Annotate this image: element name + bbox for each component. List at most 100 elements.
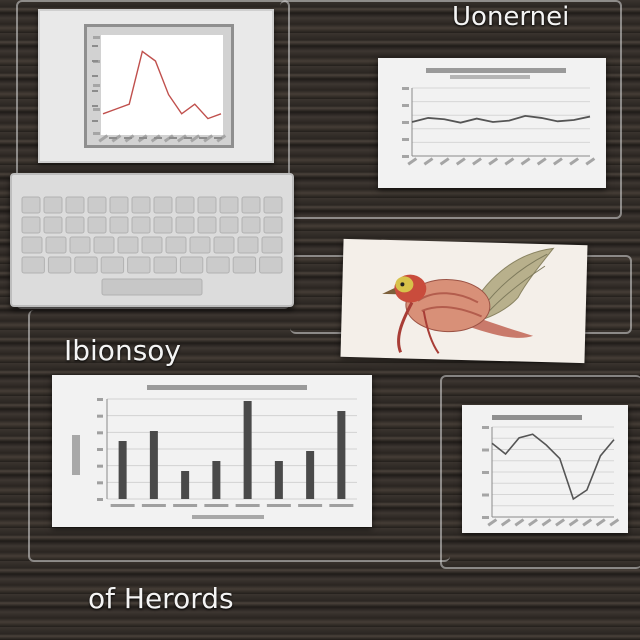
x-tick-label-blur xyxy=(109,137,117,139)
x-tick-label-blur xyxy=(487,518,498,527)
keyboard-key xyxy=(241,216,261,234)
x-tick-label-blur xyxy=(569,157,580,166)
x-tick-label-blur xyxy=(235,504,260,507)
y-tick-label-blur xyxy=(92,75,98,77)
y-tick-label-blur xyxy=(93,36,100,39)
bar xyxy=(149,431,158,499)
keyboard-key xyxy=(219,196,239,214)
keyboard-key xyxy=(197,196,217,214)
bird-illustration xyxy=(382,247,555,354)
bar xyxy=(306,451,315,499)
x-tick-label-blur xyxy=(199,137,207,139)
keyboard-key xyxy=(232,256,257,274)
keyboard-key xyxy=(100,256,125,274)
keyboard-keys xyxy=(21,196,283,296)
y-axis-label-blur xyxy=(72,435,80,475)
y-tick-label-blur xyxy=(482,493,489,497)
y-tick-label-blur xyxy=(93,132,100,135)
chart-title-blur xyxy=(426,68,566,73)
x-tick-label-blur xyxy=(514,518,525,527)
keyboard-key xyxy=(69,236,91,254)
line-chart-card-bottom xyxy=(462,405,628,533)
y-tick-label-blur xyxy=(92,60,98,62)
keyboard-key xyxy=(131,196,151,214)
keyboard-key xyxy=(165,236,187,254)
keyboard-key xyxy=(141,236,163,254)
chart-title-blur xyxy=(492,415,582,420)
y-tick-label-blur xyxy=(93,84,100,87)
y-tick-label-blur xyxy=(402,87,409,90)
bar xyxy=(212,461,221,499)
keyboard-key xyxy=(153,256,177,274)
x-tick-label-blur xyxy=(98,134,109,143)
laptop-screen xyxy=(38,9,274,163)
label-bottom-left: of Herords xyxy=(88,582,234,615)
x-tick-label-blur xyxy=(169,137,177,139)
y-tick-label-blur xyxy=(402,138,409,141)
keyboard-key xyxy=(87,216,107,234)
y-tick-label-blur xyxy=(482,448,489,452)
y-tick-label-blur xyxy=(93,108,100,111)
y-tick-label-blur xyxy=(97,481,103,485)
x-tick-label-blur xyxy=(536,157,547,166)
keyboard-key xyxy=(219,216,239,234)
x-tick-label-blur xyxy=(176,134,187,143)
y-tick-label-blur xyxy=(482,426,489,429)
line-chart-top xyxy=(402,68,596,166)
x-tick-label-blur xyxy=(455,157,466,166)
bar xyxy=(118,441,127,499)
y-tick-label-blur xyxy=(482,516,489,519)
keyboard-key xyxy=(21,216,41,234)
keyboard-key xyxy=(153,216,173,234)
keyboard-key xyxy=(241,196,261,214)
top-line-series xyxy=(411,114,591,124)
x-tick-label-blur xyxy=(203,134,214,143)
keyboard-key xyxy=(21,196,41,214)
x-tick-label-blur xyxy=(472,157,482,166)
y-tick-label-blur xyxy=(97,448,103,451)
bird-beak xyxy=(382,288,397,295)
keyboard-key xyxy=(263,196,283,214)
x-tick-label-blur xyxy=(439,157,450,166)
x-tick-label-blur xyxy=(184,137,192,139)
bar xyxy=(337,411,346,499)
keyboard-key xyxy=(175,196,195,214)
x-tick-label-blur xyxy=(504,157,515,166)
x-tick-label-blur xyxy=(555,518,566,527)
x-tick-label-blur xyxy=(527,518,538,527)
x-tick-label-blur xyxy=(407,157,418,166)
x-tick-label-blur xyxy=(488,157,499,166)
monitor-line-chart xyxy=(87,27,231,145)
bar xyxy=(243,401,252,499)
connector-wire-bottom xyxy=(28,310,450,562)
y-tick-label-blur xyxy=(402,121,409,124)
keyboard-key xyxy=(47,256,72,274)
x-tick-label-blur xyxy=(139,137,147,139)
x-tick-label-blur xyxy=(568,518,579,527)
keyboard-key xyxy=(74,256,98,274)
keyboard-key xyxy=(259,256,283,274)
x-tick-label-blur xyxy=(552,157,563,166)
keyboard-key xyxy=(117,236,139,254)
bar xyxy=(181,471,190,499)
x-tick-label-blur xyxy=(163,134,174,143)
keyboard-key xyxy=(65,216,85,234)
y-tick-label-blur xyxy=(97,398,103,401)
monitor-curve xyxy=(102,50,222,120)
y-tick-label-blur xyxy=(97,431,103,435)
bird-illustration-card xyxy=(340,238,588,364)
y-tick-label-blur xyxy=(482,471,489,474)
chart-title-blur xyxy=(147,385,307,390)
keyboard-key xyxy=(127,256,151,274)
keyboard-key xyxy=(213,236,235,254)
y-tick-label-blur xyxy=(97,414,103,418)
y-tick-label-blur xyxy=(402,104,409,107)
keyboard-key xyxy=(197,216,217,234)
chart-subtitle-blur xyxy=(450,75,530,79)
keyboard-key xyxy=(21,236,43,254)
x-tick-label-blur xyxy=(141,504,166,507)
laptop xyxy=(10,5,294,307)
y-tick-label-blur xyxy=(92,45,98,47)
keyboard-key xyxy=(87,196,107,214)
